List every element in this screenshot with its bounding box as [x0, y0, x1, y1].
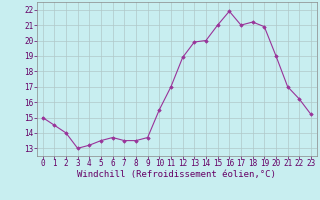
X-axis label: Windchill (Refroidissement éolien,°C): Windchill (Refroidissement éolien,°C)	[77, 170, 276, 179]
